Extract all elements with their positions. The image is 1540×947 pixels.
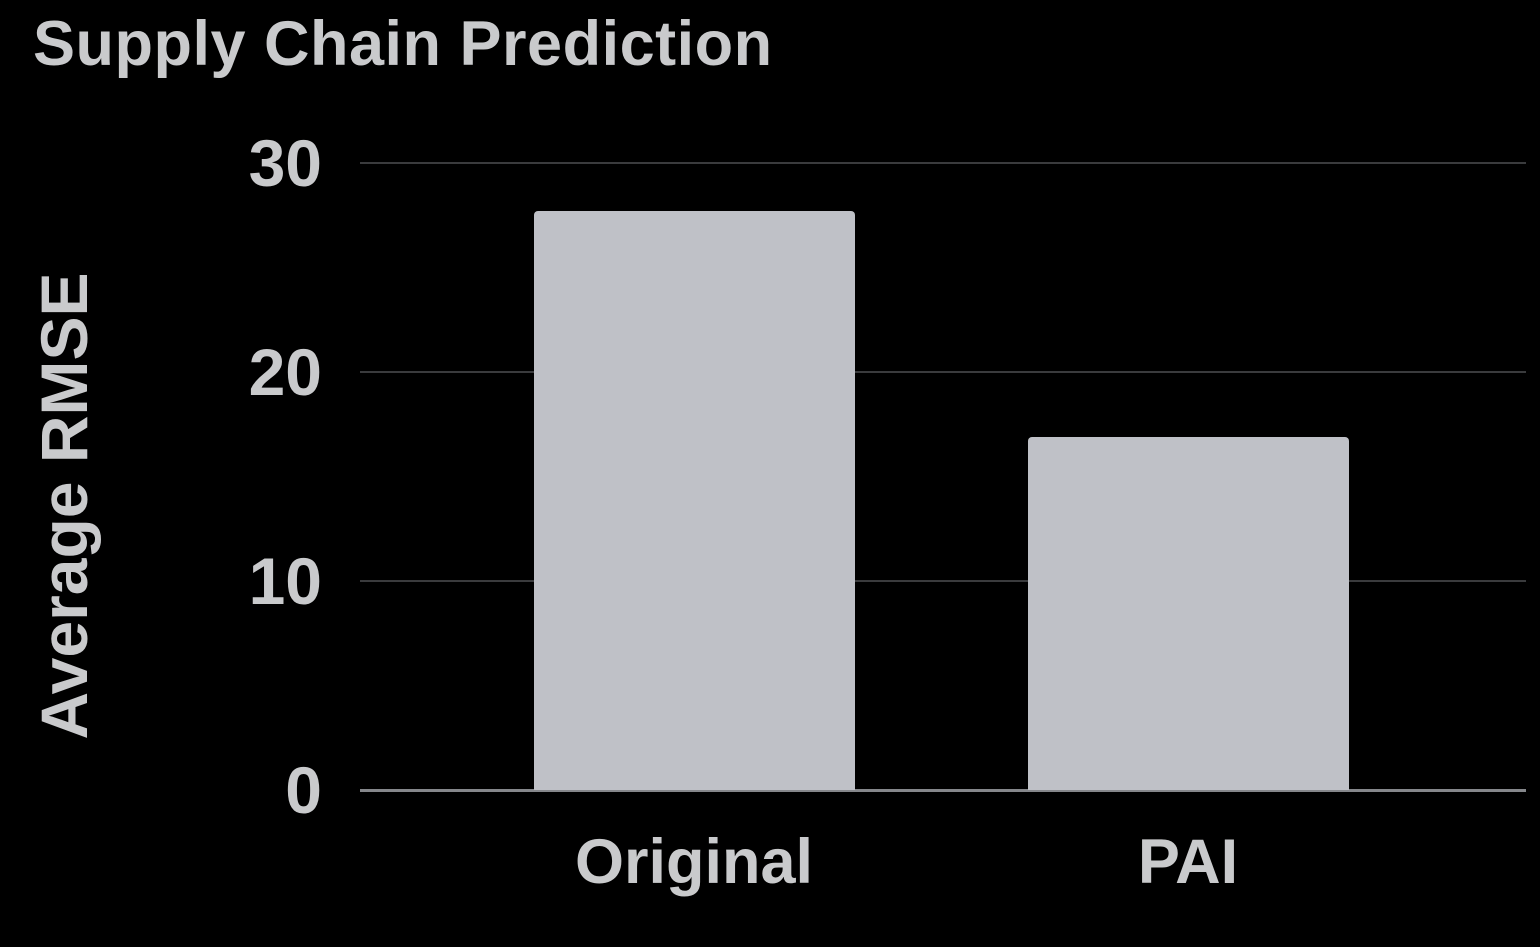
ytick-label-30: 30 (248, 126, 322, 200)
ytick-label-20: 20 (248, 335, 322, 409)
gridline-y10 (360, 580, 1526, 582)
gridline-y30 (360, 162, 1526, 164)
x-axis-line (360, 789, 1526, 792)
xtick-label-original: Original (574, 827, 814, 897)
bar-original (534, 211, 855, 790)
y-axis-label: Average RMSE (27, 272, 101, 740)
xtick-label-pai: PAI (1137, 827, 1239, 897)
chart-title: Supply Chain Prediction (33, 9, 773, 79)
bar-pai (1028, 437, 1349, 790)
ytick-label-10: 10 (248, 544, 322, 618)
gridline-y20 (360, 371, 1526, 373)
ytick-label-0: 0 (285, 753, 322, 827)
